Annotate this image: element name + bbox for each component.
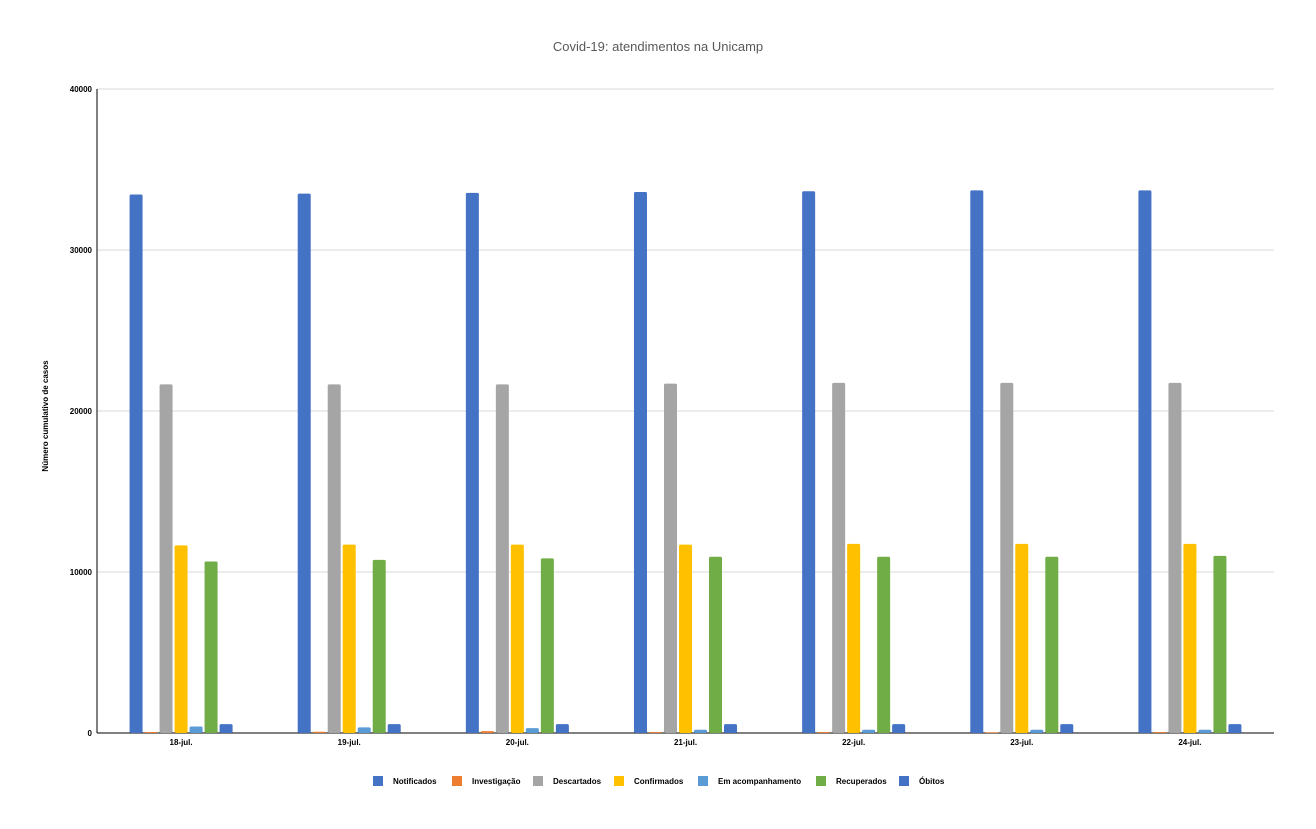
bar-em-acompanhamento-6 — [1198, 729, 1212, 733]
bar-notificados-1 — [297, 193, 311, 733]
bar-notificados-4 — [802, 191, 816, 734]
bar-confirmados-5 — [1015, 543, 1029, 733]
y-tick-label: 0 — [88, 729, 93, 738]
bar-descartados-5 — [1000, 382, 1014, 733]
bars — [129, 190, 1242, 734]
bar-recuperados-5 — [1045, 556, 1059, 733]
legend-swatch — [452, 776, 462, 786]
bar-investiga-o-6 — [1153, 732, 1167, 733]
bar--bitos-1 — [387, 724, 401, 733]
legend-swatch — [698, 776, 708, 786]
x-tick-label: 18-jul. — [170, 738, 193, 747]
bar-investiga-o-0 — [144, 732, 158, 733]
bar--bitos-2 — [555, 724, 569, 733]
y-tick-label: 40000 — [70, 85, 93, 94]
y-ticks: 0 10000 20000 30000 40000 — [70, 85, 93, 738]
x-tick-label: 21-jul. — [674, 738, 697, 747]
legend-swatch — [533, 776, 543, 786]
bar-em-acompanhamento-5 — [1030, 729, 1044, 733]
bar-recuperados-3 — [709, 556, 722, 733]
bar-descartados-4 — [832, 382, 846, 733]
legend-label: Confirmados — [634, 777, 684, 786]
legend-label: Notificados — [393, 777, 437, 786]
legend-label: Investigação — [472, 777, 521, 786]
bar-notificados-0 — [129, 194, 143, 733]
bar-recuperados-2 — [540, 558, 554, 733]
legend-swatch — [899, 776, 909, 786]
bar-confirmados-2 — [510, 544, 524, 733]
x-ticks: 18-jul. 19-jul. 20-jul. 21-jul. 22-jul. 23-ju… — [170, 738, 1202, 747]
bar-confirmados-6 — [1183, 543, 1197, 733]
bar-notificados-5 — [970, 190, 984, 733]
bar-notificados-3 — [634, 192, 647, 734]
x-tick-label: 20-jul. — [506, 738, 529, 747]
bar-recuperados-6 — [1213, 555, 1227, 733]
bar-confirmados-0 — [174, 545, 188, 733]
legend-label: Em acompanhamento — [718, 777, 801, 786]
bar-descartados-3 — [664, 383, 677, 733]
x-tick-label: 23-jul. — [1010, 738, 1033, 747]
bar--bitos-0 — [219, 724, 233, 733]
bar-descartados-0 — [159, 384, 173, 733]
legend-label: Óbitos — [919, 777, 945, 786]
bar-descartados-6 — [1168, 382, 1182, 733]
bar-em-acompanhamento-1 — [357, 727, 371, 733]
bar-notificados-6 — [1138, 190, 1152, 733]
grid — [96, 88, 1274, 734]
bar--bitos-6 — [1228, 724, 1242, 733]
bar--bitos-3 — [724, 724, 737, 733]
x-tick-label: 24-jul. — [1178, 738, 1201, 747]
legend-swatch — [614, 776, 624, 786]
bar-recuperados-0 — [204, 561, 218, 733]
bar-confirmados-4 — [847, 543, 861, 733]
bar-em-acompanhamento-4 — [862, 729, 876, 733]
legend-label: Descartados — [553, 777, 602, 786]
bar-descartados-1 — [327, 384, 341, 733]
bar-confirmados-3 — [679, 544, 692, 733]
bar--bitos-5 — [1060, 724, 1074, 733]
bar-em-acompanhamento-0 — [189, 726, 203, 733]
y-tick-label: 20000 — [70, 407, 93, 416]
bar-recuperados-4 — [877, 556, 891, 733]
legend: Notificados Investigação Descartados Confir… — [373, 776, 945, 786]
legend-swatch — [816, 776, 826, 786]
bar-investiga-o-1 — [312, 731, 326, 733]
x-tick-label: 22-jul. — [842, 738, 865, 747]
bar--bitos-4 — [892, 724, 906, 733]
bar-notificados-2 — [465, 192, 479, 734]
y-axis-label: Número cumulativo de casos — [41, 360, 50, 472]
bar-confirmados-1 — [342, 544, 356, 733]
bar-descartados-2 — [495, 384, 509, 733]
bar-investiga-o-2 — [480, 731, 494, 733]
y-tick-label: 30000 — [70, 246, 93, 255]
bar-investiga-o-5 — [985, 732, 999, 733]
legend-swatch — [373, 776, 383, 786]
bar-recuperados-1 — [372, 559, 386, 733]
legend-label: Recuperados — [836, 777, 887, 786]
bar-em-acompanhamento-3 — [694, 729, 707, 733]
bar-investiga-o-3 — [649, 732, 662, 733]
chart-title: Covid-19: atendimentos na Unicamp — [553, 39, 763, 54]
x-tick-label: 19-jul. — [338, 738, 361, 747]
bar-investiga-o-4 — [817, 732, 831, 733]
bar-em-acompanhamento-2 — [525, 728, 539, 733]
y-tick-label: 10000 — [70, 568, 93, 577]
